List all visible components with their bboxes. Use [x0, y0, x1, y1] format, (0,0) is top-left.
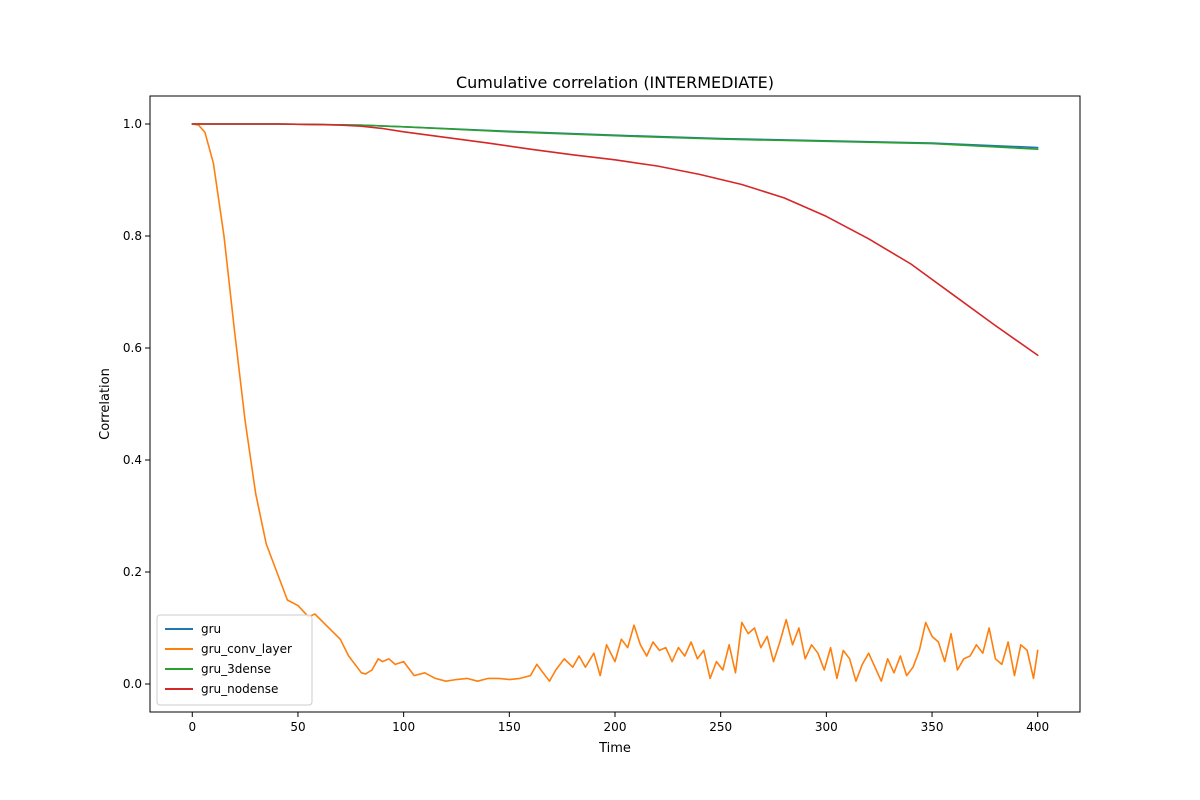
legend-label: gru [201, 622, 221, 636]
y-axis-ticks: 0.0 0.2 0.4 0.6 0.8 1.0 [123, 117, 150, 691]
plot-lines [191, 123, 1039, 683]
x-tick-label: 100 [392, 720, 415, 734]
x-tick-label: 300 [815, 720, 838, 734]
x-tick-label: 50 [290, 720, 305, 734]
chart-title: Cumulative correlation (INTERMEDIATE) [456, 73, 774, 92]
x-tick-label: 250 [709, 720, 732, 734]
x-tick-label: 400 [1026, 720, 1049, 734]
x-tick-label: 150 [498, 720, 521, 734]
y-tick-label: 0.6 [123, 341, 142, 355]
legend: gru gru_conv_layer gru_3dense gru_nodense [156, 614, 313, 706]
y-tick-label: 0.4 [123, 453, 142, 467]
series-line-gru-conv-layer [191, 123, 1039, 683]
legend-label: gru_nodense [201, 682, 278, 696]
legend-box [156, 614, 313, 706]
x-axis-label: Time [598, 741, 631, 756]
y-tick-label: 0.2 [123, 565, 142, 579]
x-axis-ticks: 0 50 100 150 200 250 300 350 400 [188, 712, 1049, 734]
x-tick-label: 200 [604, 720, 627, 734]
x-tick-label: 350 [921, 720, 944, 734]
y-tick-label: 0.0 [123, 677, 142, 691]
y-tick-label: 0.8 [123, 229, 142, 243]
series-line-gru-nodense [191, 123, 1039, 357]
x-tick-label: 0 [188, 720, 196, 734]
y-axis-label: Correlation [98, 368, 113, 440]
legend-label: gru_conv_layer [201, 642, 292, 656]
y-tick-label: 1.0 [123, 117, 142, 131]
legend-label: gru_3dense [201, 662, 271, 676]
